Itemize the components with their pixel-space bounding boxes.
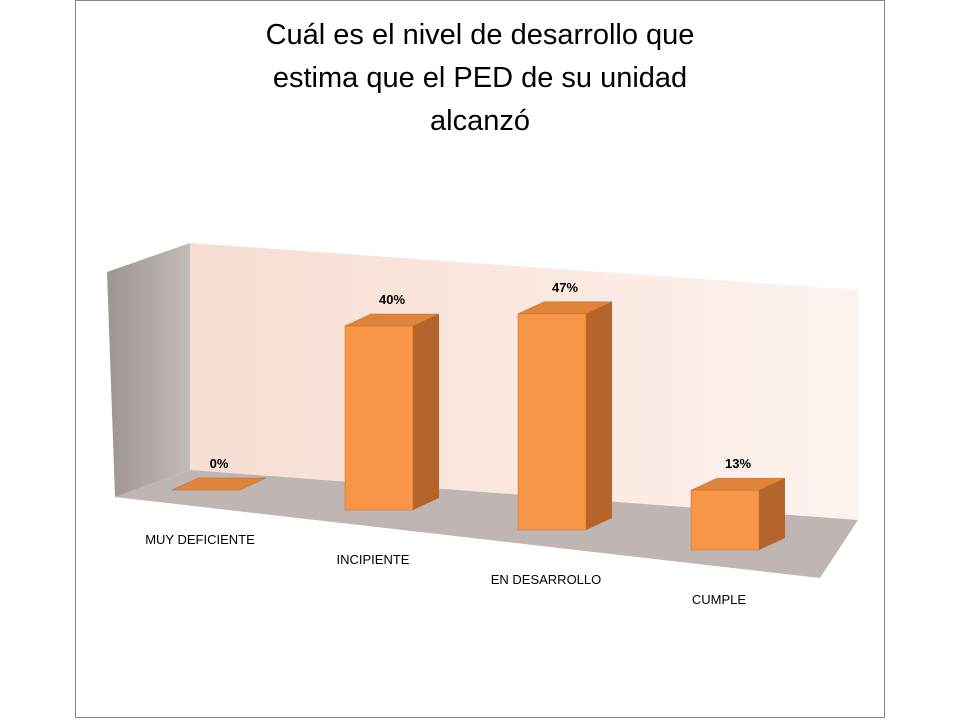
bar-side: [413, 314, 439, 510]
bar-side: [759, 478, 785, 550]
value-label: 40%: [379, 292, 405, 307]
bar: [517, 301, 613, 531]
x-tick-label: INCIPIENTE: [337, 552, 410, 567]
x-tick-label: CUMPLE: [692, 592, 747, 607]
bar: [171, 477, 267, 491]
bar-side: [586, 301, 612, 530]
bar-front: [344, 325, 414, 511]
bar-front: [517, 313, 587, 531]
bar-front: [690, 489, 760, 551]
value-label: 0%: [210, 456, 229, 471]
bar: [690, 477, 786, 551]
x-tick-label: EN DESARROLLO: [491, 572, 602, 587]
chart-title: Cuál es el nivel de desarrollo que: [266, 19, 695, 51]
x-tick-label: MUY DEFICIENTE: [145, 532, 255, 547]
bar-top: [171, 477, 267, 491]
chart-title: alcanzó: [430, 105, 530, 137]
chart-title: estima que el PED de su unidad: [273, 62, 687, 94]
bar: [344, 313, 440, 511]
side-wall: [107, 243, 190, 497]
value-label: 47%: [552, 280, 578, 295]
value-label: 13%: [725, 456, 751, 471]
floor: [115, 470, 858, 578]
